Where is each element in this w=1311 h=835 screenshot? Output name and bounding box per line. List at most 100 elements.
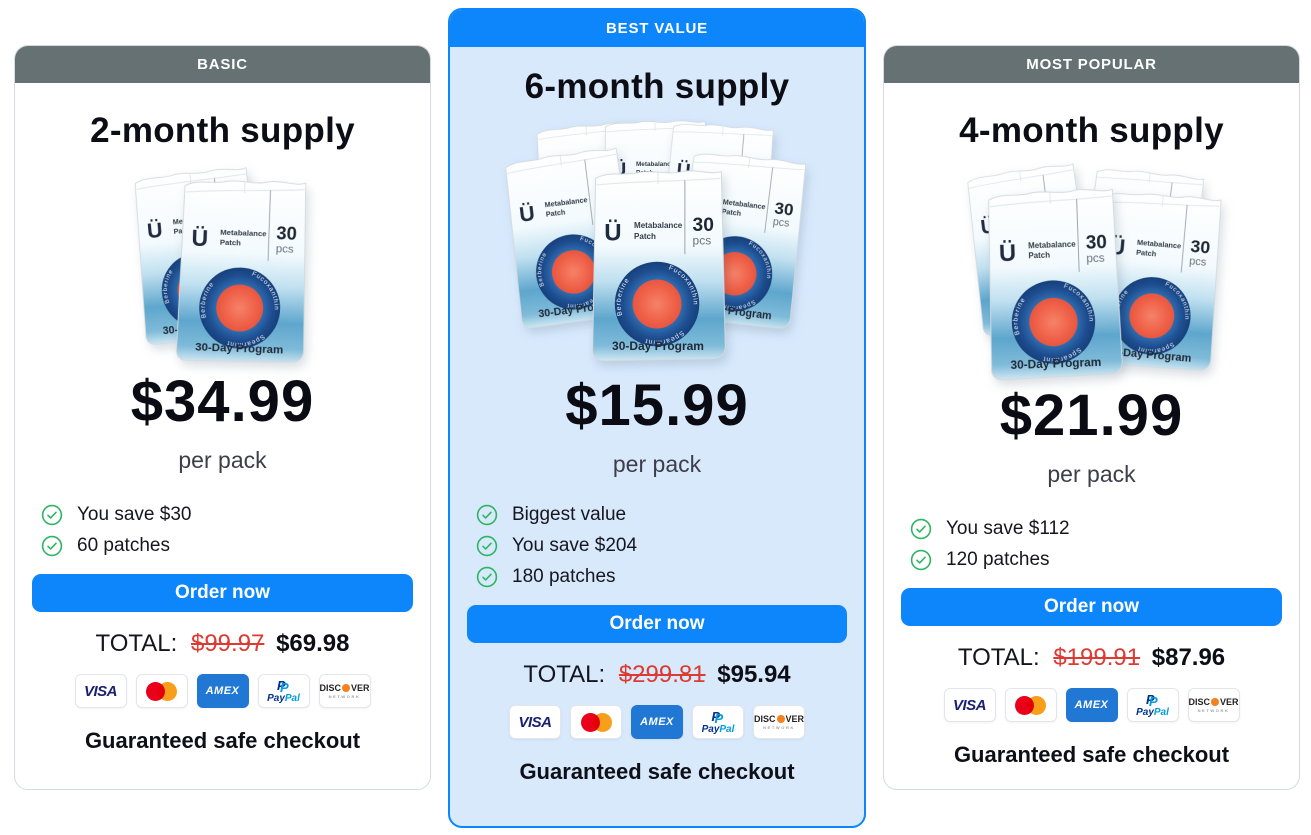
feature-item: You save $112: [910, 518, 1299, 540]
paypal-icon: P P PayPal: [257, 674, 310, 708]
payment-methods: VISA AMEX P P PayPal DISC VER NETWORK: [884, 688, 1299, 722]
svg-text:Patch: Patch: [545, 209, 565, 219]
svg-text:Metabalance: Metabalance: [1028, 239, 1077, 250]
svg-text:pcs: pcs: [772, 216, 790, 230]
product-image: ÜMetabalancePatch30pcsFucoxanthinSpearmi…: [884, 161, 1299, 381]
feature-list: You save $30 60 patches: [15, 504, 430, 557]
svg-text:pcs: pcs: [1086, 251, 1105, 266]
svg-text:Patch: Patch: [721, 208, 741, 218]
amex-label: AMEX: [205, 685, 240, 697]
total-old-price: $199.91: [1053, 644, 1141, 671]
plan-badge: MOST POPULAR: [884, 46, 1299, 83]
total-label: TOTAL:: [95, 630, 178, 657]
mastercard-icon: [570, 705, 622, 739]
feature-list: You save $112 120 patches: [884, 518, 1299, 571]
payment-methods: VISA AMEX P P PayPal DISC VER NETWORK: [450, 705, 864, 739]
product-image: ÜMetabalancePatch30pcsFucoxanthinSpearmi…: [15, 161, 430, 363]
total-label: TOTAL:: [957, 644, 1040, 671]
price: $34.99: [130, 369, 315, 434]
guarantee-text: Guaranteed safe checkout: [519, 759, 795, 784]
svg-text:30: 30: [276, 222, 297, 244]
svg-text:pcs: pcs: [1189, 255, 1208, 268]
mastercard-circles: [580, 712, 612, 732]
feature-label: 180 patches: [512, 566, 616, 587]
check-icon: [41, 535, 63, 557]
price-unit: per pack: [178, 447, 267, 473]
svg-text:Metabalance: Metabalance: [220, 228, 267, 239]
guarantee-text: Guaranteed safe checkout: [953, 742, 1230, 767]
svg-text:Ü: Ü: [146, 217, 164, 243]
amex-label: AMEX: [1074, 699, 1109, 711]
svg-text:30: 30: [1190, 236, 1211, 258]
svg-text:Patch: Patch: [634, 232, 656, 241]
mastercard-circles: [146, 681, 177, 701]
total-new-price: $87.96: [1151, 644, 1226, 671]
feature-label: You save $112: [946, 518, 1070, 539]
total-new-price: $69.98: [276, 630, 350, 657]
order-now-button[interactable]: Order now: [32, 574, 413, 612]
amex-icon: AMEX: [196, 674, 249, 708]
price-unit: per pack: [612, 451, 702, 477]
feature-item: You save $30: [41, 504, 430, 526]
discover-icon: DISC VER NETWORK: [1187, 688, 1240, 722]
paypal-mark: P P: [277, 677, 289, 695]
check-icon: [910, 549, 932, 571]
svg-text:Metabalance: Metabalance: [634, 221, 683, 230]
paypal-label: PayPal: [701, 723, 735, 735]
visa-label: VISA: [952, 696, 987, 714]
discover-sub-label: NETWORK: [328, 693, 361, 699]
price: $15.99: [565, 373, 749, 438]
total-old-price: $99.97: [190, 630, 265, 657]
discover-dot-icon: [342, 684, 350, 692]
feature-list: Biggest value You save $204 180 patches: [450, 504, 864, 588]
visa-icon: VISA: [509, 705, 561, 739]
mastercard-circles: [1015, 695, 1046, 715]
svg-text:Metabalance: Metabalance: [1137, 238, 1182, 251]
feature-item: 120 patches: [910, 549, 1299, 571]
total-new-price: $95.94: [717, 661, 791, 688]
feature-item: 60 patches: [41, 535, 430, 557]
svg-text:Patch: Patch: [220, 238, 242, 248]
mastercard-icon: [1004, 688, 1057, 722]
svg-text:30-Day Program: 30-Day Program: [195, 342, 283, 357]
discover-label: DISC VER: [319, 682, 370, 693]
plan-title: 2-month supply: [90, 111, 355, 150]
svg-text:pcs: pcs: [276, 243, 295, 256]
total-old-price: $299.81: [618, 661, 706, 688]
svg-text:30-Day Program: 30-Day Program: [1010, 355, 1101, 372]
discover-label: DISC VER: [1188, 696, 1239, 707]
plan-title: 4-month supply: [959, 111, 1224, 150]
order-now-button[interactable]: Order now: [901, 588, 1282, 626]
discover-sub-label: NETWORK: [1197, 707, 1230, 713]
svg-text:Patch: Patch: [1028, 251, 1050, 261]
svg-text:Metabalance: Metabalance: [636, 161, 675, 168]
svg-text:Ü: Ü: [604, 220, 621, 247]
check-icon: [476, 504, 498, 526]
svg-text:30-Day Program: 30-Day Program: [612, 339, 704, 353]
visa-label: VISA: [518, 713, 552, 731]
feature-label: 60 patches: [77, 535, 170, 556]
svg-text:Patch: Patch: [1136, 247, 1157, 258]
visa-icon: VISA: [74, 674, 127, 708]
price: $21.99: [999, 383, 1184, 448]
card-most-popular: MOST POPULAR 4-month supply Ü Metabalance…: [883, 45, 1300, 790]
plan-badge-label: BEST VALUE: [606, 20, 708, 37]
mastercard-icon: [135, 674, 188, 708]
check-icon: [41, 504, 63, 526]
discover-sub-label: NETWORK: [763, 724, 795, 730]
paypal-icon: P P PayPal: [1126, 688, 1179, 722]
total-line: TOTAL: $199.91 $87.96: [884, 644, 1299, 672]
order-now-button[interactable]: Order now: [467, 605, 847, 643]
paypal-label: PayPal: [267, 692, 300, 704]
svg-text:Ü: Ü: [999, 240, 1017, 268]
svg-text:30: 30: [693, 215, 714, 236]
paypal-mark: P P: [1146, 691, 1158, 709]
